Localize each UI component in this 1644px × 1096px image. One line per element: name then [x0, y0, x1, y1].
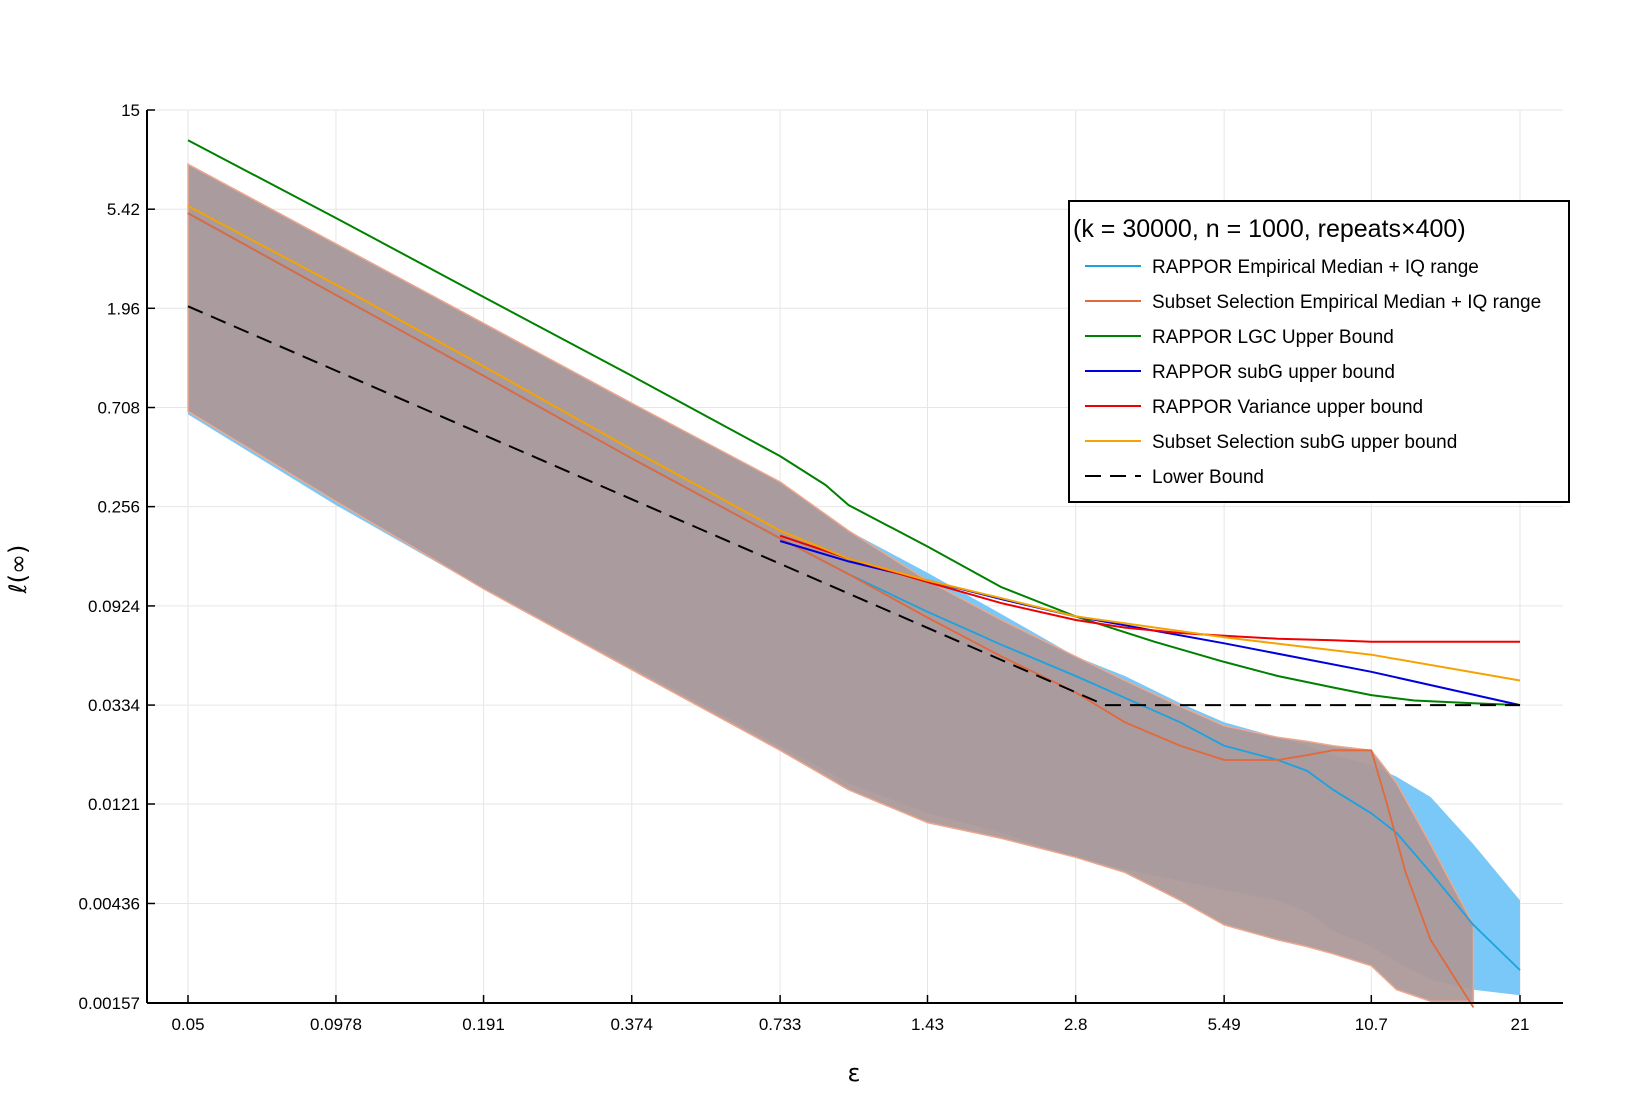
- x-tick-label: 0.733: [759, 1015, 802, 1034]
- legend-items: RAPPOR Empirical Median + IQ range Subset…: [1085, 257, 1541, 488]
- y-tick-label: 15: [121, 101, 140, 120]
- x-tick-label: 0.0978: [310, 1015, 362, 1034]
- legend-title: (k = 30000, n = 1000, repeats×400): [1073, 215, 1466, 243]
- y-tick-label: 0.708: [97, 399, 140, 418]
- legend-box: [1068, 200, 1570, 503]
- x-tick-label: 2.8: [1064, 1015, 1088, 1034]
- legend-label-rappor-lgc-upper-bound: RAPPOR LGC Upper Bound: [1152, 327, 1394, 348]
- x-tick-label: 21: [1511, 1015, 1530, 1034]
- legend-label-rappor-subg-upper-bound: RAPPOR subG upper bound: [1152, 362, 1395, 383]
- x-tick-label: 5.49: [1208, 1015, 1241, 1034]
- series-lines: [187, 139, 1521, 1008]
- series-line-lower-bound: [187, 305, 1520, 707]
- y-tick-label: 0.0924: [88, 597, 140, 616]
- y-tick-label: 1.96: [107, 299, 140, 318]
- y-tick-label: 0.0334: [88, 696, 140, 715]
- x-tick-label: 0.191: [462, 1015, 505, 1034]
- series-line-rappor-variance-upper-bound: [779, 534, 1520, 643]
- legend-label-subset-selection-empirical-median-iq-range: Subset Selection Empirical Median + IQ r…: [1152, 292, 1541, 313]
- x-axis-label: ε: [848, 1059, 861, 1087]
- legend-label-lower-bound: Lower Bound: [1152, 467, 1264, 488]
- y-tick-label: 0.0121: [88, 795, 140, 814]
- x-tick-label: 10.7: [1355, 1015, 1388, 1034]
- y-tick-label: 0.00436: [79, 894, 140, 913]
- tick-labels: 0.05 0.0978 0.191 0.374 0.733 1.43 2.8 5.49 10.7…: [79, 101, 1530, 1034]
- x-tick-label: 0.05: [171, 1015, 204, 1034]
- legend-label-rappor-empirical-median-iq-range: RAPPOR Empirical Median + IQ range: [1152, 257, 1479, 278]
- series-line-subset-selection-subg-upper-bound: [187, 205, 1521, 682]
- legend-label-rappor-variance-upper-bound: RAPPOR Variance upper bound: [1152, 397, 1423, 418]
- y-tick-label: 0.256: [97, 498, 140, 517]
- band-subset-selection-iq-range: [187, 162, 1475, 1002]
- x-tick-label: 0.374: [610, 1015, 653, 1034]
- y-tick-label: 5.42: [107, 200, 140, 219]
- y-tick-label: 0.00157: [79, 994, 140, 1013]
- iq-bands: [187, 162, 1520, 1002]
- y-axis-label: ℓ(∞): [4, 545, 32, 595]
- x-tick-label: 1.43: [911, 1015, 944, 1034]
- series-line-rappor-lgc-upper-bound: [187, 139, 1521, 707]
- legend-label-subset-selection-subg-upper-bound: Subset Selection subG upper bound: [1152, 432, 1457, 453]
- axes: [146, 109, 1563, 1004]
- series-line-subset-selection-empirical-median-iq-range: [187, 212, 1475, 1008]
- legend: (k = 30000, n = 1000, repeats×400) RAPPO…: [1068, 200, 1570, 503]
